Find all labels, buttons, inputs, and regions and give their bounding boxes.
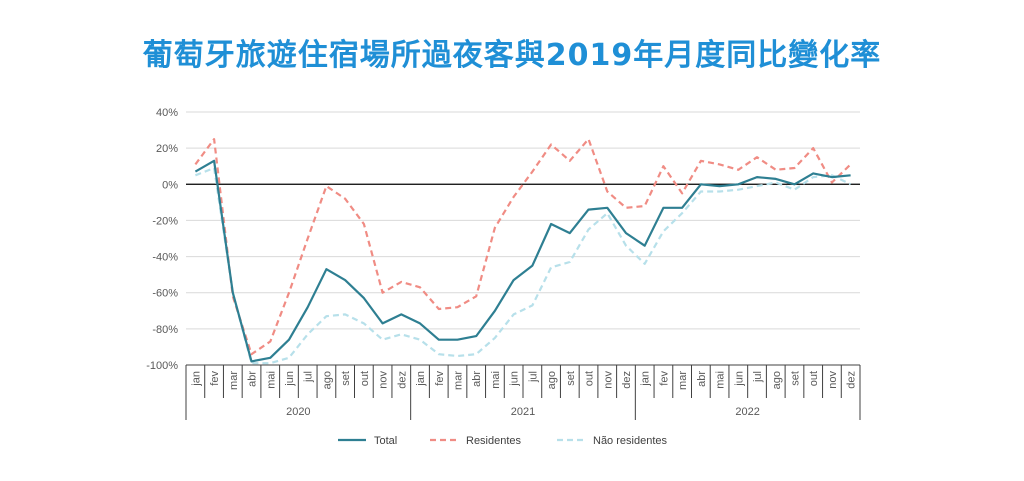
x-tick-label: abr (247, 371, 259, 387)
x-tick-label: mar (452, 371, 464, 390)
year-label: 2021 (511, 406, 535, 418)
y-tick-label: 20% (156, 143, 178, 155)
x-tick-label: jun (509, 371, 521, 387)
series-line-2 (194, 166, 852, 365)
x-tick-label: nov (827, 371, 839, 389)
x-tick-label: ago (771, 371, 783, 389)
x-tick-label: mar (677, 371, 689, 390)
x-axis: jan fev mar abr mai jun jul ago set out nov dez jan f… (185, 364, 861, 420)
x-tick-label: jun (284, 371, 296, 387)
legend: Total Residentes Não residentes (338, 435, 667, 447)
x-tick-label: jan (415, 371, 427, 387)
year-label: 2020 (286, 406, 310, 418)
legend-label: Residentes (466, 435, 522, 447)
x-tick-label: nov (602, 371, 614, 389)
x-tick-label: dez (846, 371, 858, 389)
legend-label: Não residentes (593, 435, 667, 447)
x-tick-label: nov (378, 371, 390, 389)
x-tick-label: mar (228, 371, 240, 390)
x-tick-label: out (808, 371, 820, 386)
x-tick-label: set (340, 371, 352, 386)
x-tick-label: out (584, 371, 596, 386)
y-tick-label: -100% (146, 360, 178, 372)
x-tick-label: fev (434, 371, 446, 386)
y-tick-label: -20% (152, 215, 178, 227)
gridlines (186, 111, 860, 366)
x-tick-label: fev (209, 371, 221, 386)
series-line-1 (194, 138, 852, 356)
x-tick-label: jul (527, 371, 539, 383)
y-axis: 40% 20% 0% -20% -40% -60% -80% -100% (146, 107, 178, 372)
x-tick-label: fev (658, 371, 670, 386)
x-tick-label: jul (303, 371, 315, 383)
x-tick-label: mai (715, 371, 727, 389)
y-tick-label: -60% (152, 288, 178, 300)
x-tick-label: ago (546, 371, 558, 389)
x-tick-label: ago (321, 371, 333, 389)
chart-title: 葡萄牙旅遊住宿場所過夜客與2019年月度同比變化率 (142, 38, 882, 73)
x-tick-label: mai (265, 371, 277, 389)
x-tick-label: jun (733, 371, 745, 387)
y-tick-label: 0% (162, 179, 178, 191)
x-tick-label: mai (490, 371, 502, 389)
x-tick-label: jan (190, 371, 202, 387)
x-tick-label: jan (640, 371, 652, 387)
y-tick-label: 40% (156, 107, 178, 119)
year-label: 2022 (735, 406, 759, 418)
x-tick-label: set (789, 371, 801, 386)
x-tick-label: dez (396, 371, 408, 389)
legend-label: Total (374, 435, 397, 447)
series-line-0 (194, 159, 851, 363)
x-tick-label: out (359, 371, 371, 386)
x-tick-label: dez (621, 371, 633, 389)
y-tick-label: -40% (152, 252, 178, 264)
series-lines (194, 138, 852, 365)
x-tick-label: abr (471, 371, 483, 387)
x-tick-label: jul (752, 371, 764, 383)
x-tick-label: abr (696, 371, 708, 387)
x-tick-label: set (565, 371, 577, 386)
y-tick-label: -80% (152, 324, 178, 336)
